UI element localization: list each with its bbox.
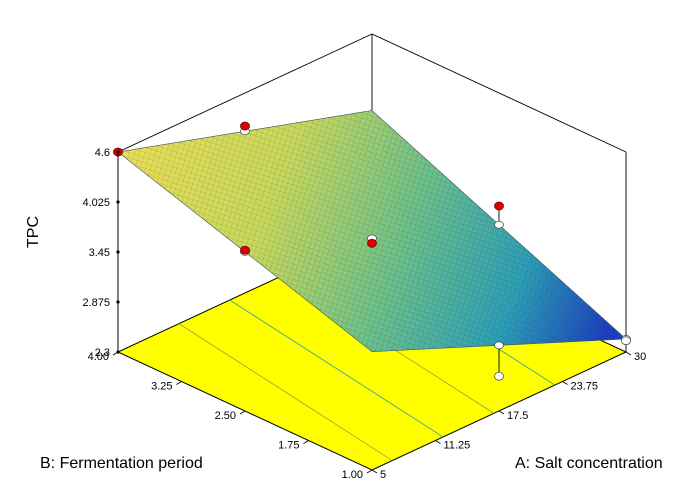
z-axis-title: TPC xyxy=(25,216,42,248)
y-tick-mark xyxy=(239,410,246,415)
z-tick-mark xyxy=(116,250,120,254)
floor-contour-line xyxy=(229,299,444,438)
y-axis: 1.00 1.75 2.50 3.25 4.00 xyxy=(88,351,373,481)
y-tick-label: 1.00 xyxy=(342,469,363,481)
x-tick-label: 30 xyxy=(634,351,646,363)
design-point xyxy=(367,238,377,248)
design-point xyxy=(621,336,631,346)
z-tick-label: 4.025 xyxy=(82,197,110,209)
x-tick-mark xyxy=(562,381,568,385)
y-tick-mark xyxy=(176,381,182,385)
design-point xyxy=(494,371,504,381)
z-tick-label: 4.6 xyxy=(95,147,110,159)
x-tick-label: 5 xyxy=(380,469,386,481)
x-tick-mark xyxy=(625,351,632,356)
x-axis-title: A: Salt concentration xyxy=(515,455,663,472)
surface-marker xyxy=(494,341,504,350)
response-surface-mesh xyxy=(118,110,626,352)
y-tick-mark xyxy=(112,351,119,356)
x-tick-label: 11.25 xyxy=(444,440,471,452)
x-axis: 5 11.25 17.5 23.75 30 xyxy=(371,351,646,481)
x-tick-mark xyxy=(498,410,505,415)
y-tick-mark xyxy=(366,469,373,474)
design-point xyxy=(240,121,250,131)
x-tick-mark xyxy=(435,440,441,444)
box-edge xyxy=(371,33,627,153)
z-axis: 2.3 2.875 3.45 4.025 4.6 xyxy=(82,147,120,359)
surface-marker xyxy=(494,220,504,229)
z-tick-label: 2.3 xyxy=(95,347,110,359)
z-tick-mark xyxy=(116,150,120,154)
z-tick-label: 2.875 xyxy=(82,297,110,309)
x-tick-mark xyxy=(371,469,378,474)
floor-contour-line xyxy=(178,323,393,461)
y-tick-mark xyxy=(303,440,309,444)
design-points xyxy=(113,121,631,381)
box-edge xyxy=(117,33,373,153)
z-tick-mark xyxy=(116,300,120,304)
design-point xyxy=(494,201,504,211)
y-tick-label: 2.50 xyxy=(215,410,236,422)
z-tick-mark xyxy=(116,200,120,204)
x-tick-label: 17.5 xyxy=(507,410,528,422)
x-tick-label: 23.75 xyxy=(571,381,599,393)
y-tick-label: 4.00 xyxy=(88,351,109,363)
y-axis-title: B: Fermentation period xyxy=(40,455,203,472)
y-tick-label: 3.25 xyxy=(151,381,172,393)
design-point xyxy=(240,245,250,255)
y-tick-label: 1.75 xyxy=(278,440,299,452)
z-tick-label: 3.45 xyxy=(89,247,110,259)
